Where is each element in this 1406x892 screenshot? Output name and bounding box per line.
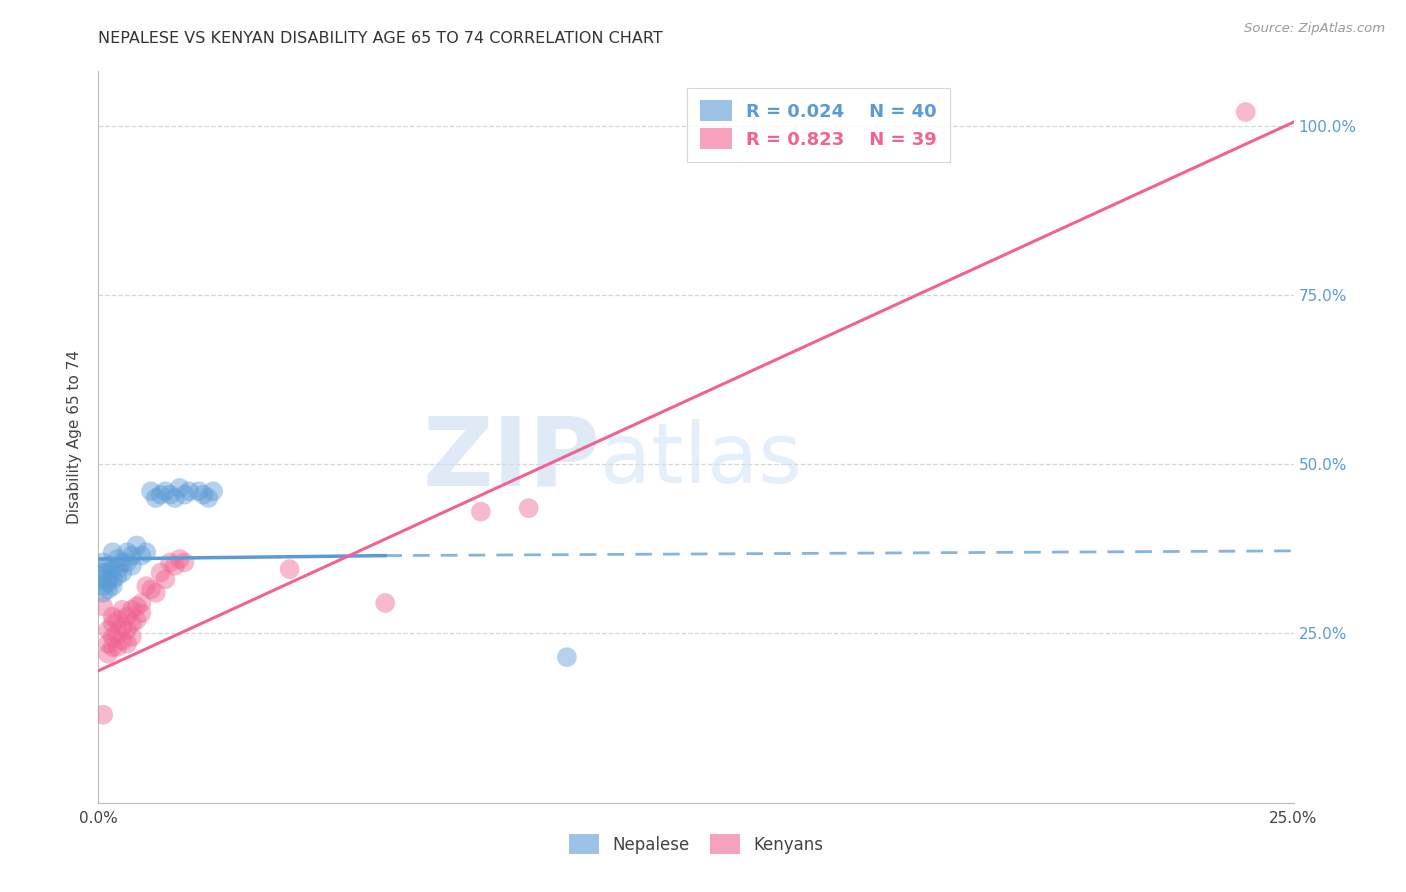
Point xyxy=(159,488,181,502)
Point xyxy=(107,613,129,627)
Point xyxy=(179,484,201,499)
Point xyxy=(131,549,153,563)
Point xyxy=(121,549,143,563)
Point xyxy=(149,488,172,502)
Point xyxy=(101,572,124,586)
Point xyxy=(131,606,153,620)
Point xyxy=(111,620,134,634)
Point xyxy=(97,582,120,597)
Point xyxy=(91,572,114,586)
Legend: Nepalese, Kenyans: Nepalese, Kenyans xyxy=(562,828,830,860)
Point xyxy=(115,623,138,637)
Point xyxy=(115,555,138,569)
Point xyxy=(155,484,177,499)
Point xyxy=(131,596,153,610)
Point xyxy=(91,566,114,580)
Point xyxy=(121,616,143,631)
Point xyxy=(517,501,540,516)
Point xyxy=(101,640,124,654)
Point xyxy=(139,582,162,597)
Point xyxy=(91,586,114,600)
Point xyxy=(202,484,225,499)
Point xyxy=(159,555,181,569)
Point xyxy=(1234,105,1257,120)
Point xyxy=(97,647,120,661)
Point xyxy=(121,603,143,617)
Point xyxy=(101,545,124,559)
Point xyxy=(173,488,195,502)
Point xyxy=(278,562,301,576)
Point xyxy=(121,558,143,573)
Point xyxy=(125,613,148,627)
Point xyxy=(101,609,124,624)
Point xyxy=(374,596,396,610)
Point xyxy=(115,609,138,624)
Point xyxy=(107,626,129,640)
Point xyxy=(125,599,148,614)
Point xyxy=(115,545,138,559)
Point xyxy=(163,558,186,573)
Point xyxy=(91,707,114,722)
Point xyxy=(107,640,129,654)
Point xyxy=(97,558,120,573)
Point xyxy=(125,538,148,552)
Point xyxy=(193,488,215,502)
Point xyxy=(97,575,120,590)
Point xyxy=(115,637,138,651)
Point xyxy=(187,484,209,499)
Point xyxy=(97,566,120,580)
Point xyxy=(101,562,124,576)
Point xyxy=(111,603,134,617)
Y-axis label: Disability Age 65 to 74: Disability Age 65 to 74 xyxy=(67,350,83,524)
Point xyxy=(107,562,129,576)
Point xyxy=(155,572,177,586)
Point xyxy=(97,572,120,586)
Text: NEPALESE VS KENYAN DISABILITY AGE 65 TO 74 CORRELATION CHART: NEPALESE VS KENYAN DISABILITY AGE 65 TO … xyxy=(98,31,664,46)
Point xyxy=(97,637,120,651)
Point xyxy=(145,586,167,600)
Point xyxy=(107,569,129,583)
Point xyxy=(111,633,134,648)
Point xyxy=(111,555,134,569)
Point xyxy=(145,491,167,505)
Point xyxy=(91,579,114,593)
Point xyxy=(107,552,129,566)
Point xyxy=(101,630,124,644)
Point xyxy=(139,484,162,499)
Point xyxy=(91,599,114,614)
Point xyxy=(173,555,195,569)
Point xyxy=(97,623,120,637)
Text: ZIP: ZIP xyxy=(422,412,600,506)
Point xyxy=(470,505,492,519)
Point xyxy=(169,552,191,566)
Point xyxy=(91,555,114,569)
Text: atlas: atlas xyxy=(600,418,801,500)
Point xyxy=(169,481,191,495)
Point xyxy=(101,616,124,631)
Point xyxy=(111,566,134,580)
Point xyxy=(121,630,143,644)
Text: Source: ZipAtlas.com: Source: ZipAtlas.com xyxy=(1244,22,1385,36)
Point xyxy=(135,545,157,559)
Point xyxy=(197,491,219,505)
Point xyxy=(555,650,578,665)
Point xyxy=(149,566,172,580)
Point xyxy=(101,579,124,593)
Point xyxy=(163,491,186,505)
Point xyxy=(135,579,157,593)
